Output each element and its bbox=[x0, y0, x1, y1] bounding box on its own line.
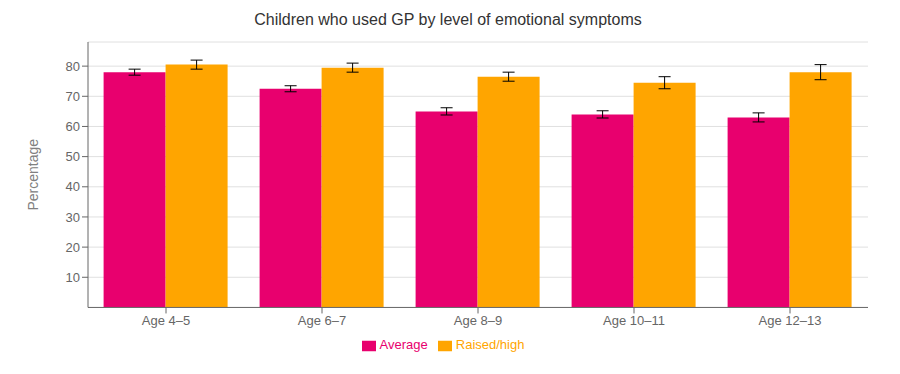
svg-text:Age 4–5: Age 4–5 bbox=[142, 313, 190, 328]
html-text:Average: Average bbox=[379, 337, 428, 353]
svg-text:Age 10–11: Age 10–11 bbox=[603, 313, 665, 328]
svg-text:10: 10 bbox=[66, 270, 80, 285]
svg-text:Age 6–7: Age 6–7 bbox=[298, 313, 346, 328]
svg-text:Percentage: Percentage bbox=[25, 139, 41, 211]
svg-text:30: 30 bbox=[66, 210, 80, 225]
svg-text:40: 40 bbox=[66, 179, 80, 194]
svg-text:Age 12–13: Age 12–13 bbox=[759, 313, 822, 328]
svg-text:60: 60 bbox=[66, 119, 80, 134]
svg-text:20: 20 bbox=[66, 240, 80, 255]
svg-text:70: 70 bbox=[66, 89, 80, 104]
html-text:Children who used GP by level: Children who used GP by level of emotion… bbox=[254, 11, 642, 28]
svg-text:80: 80 bbox=[66, 59, 80, 74]
html-text:Raised/high: Raised/high bbox=[455, 337, 525, 353]
svg-text:50: 50 bbox=[66, 149, 80, 164]
svg-text:Age 8–9: Age 8–9 bbox=[454, 313, 502, 328]
